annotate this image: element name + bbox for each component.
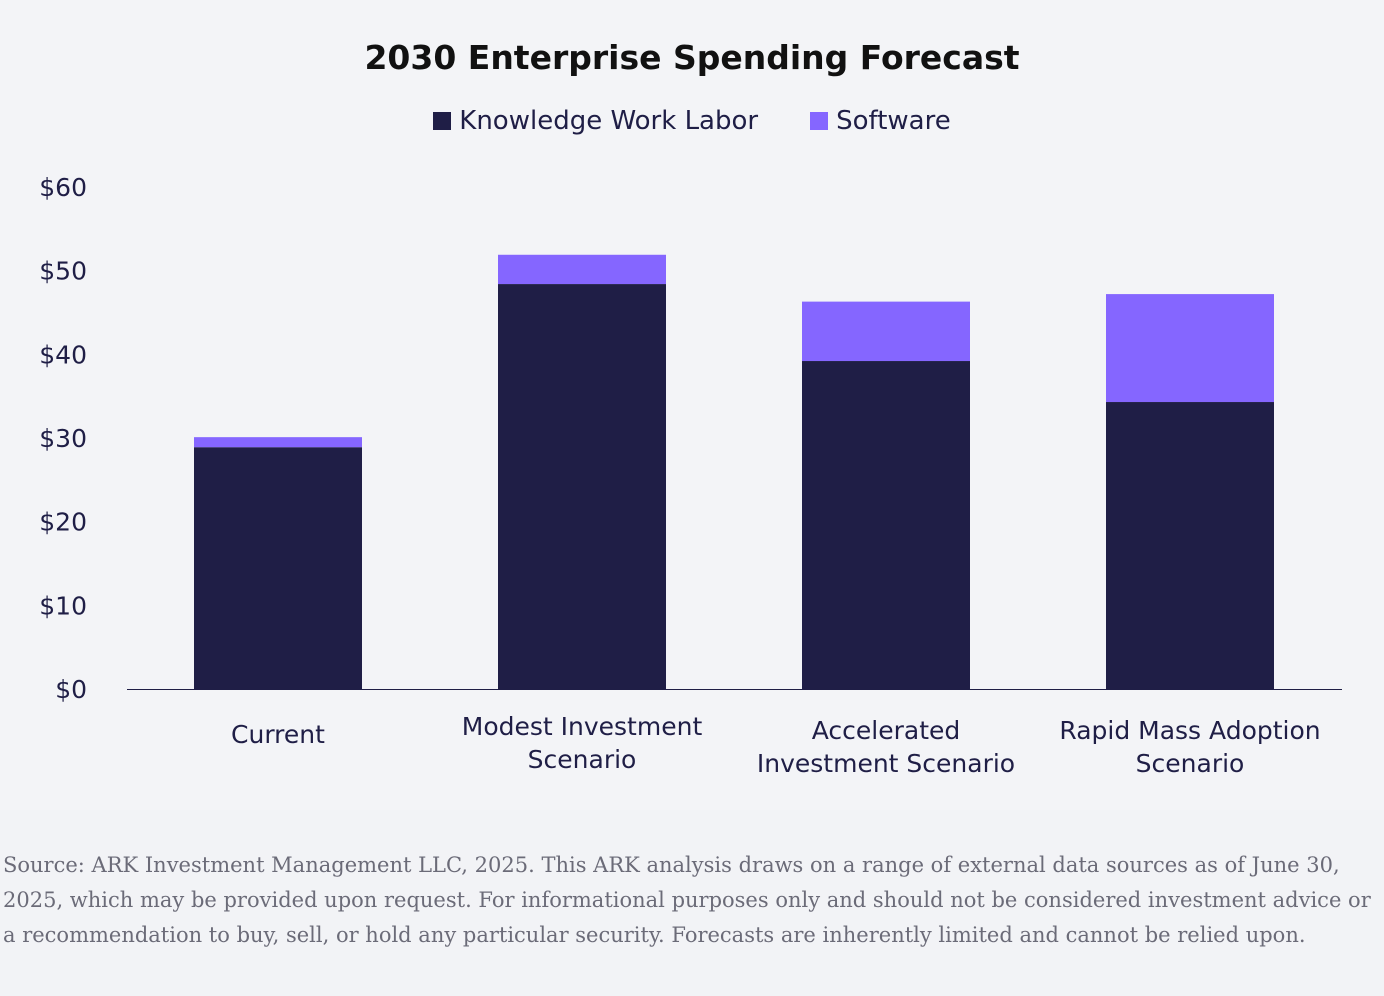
legend-swatch-labor: [433, 112, 452, 130]
bar-labor: [802, 361, 970, 689]
bar-software: [194, 437, 362, 448]
x-tick-label: Accelerated: [812, 716, 961, 745]
chart-panel: 2030 Enterprise Spending Forecast Knowle…: [0, 38, 1384, 778]
x-tick-label: Rapid Mass Adoption: [1059, 716, 1320, 745]
bar-labor: [1106, 402, 1274, 689]
chart-title: 2030 Enterprise Spending Forecast: [364, 38, 1020, 77]
legend-swatch-software: [810, 112, 829, 130]
x-tick-label: Scenario: [528, 745, 637, 774]
legend-label-labor: Knowledge Work Labor: [459, 106, 759, 136]
y-tick-label: $40: [39, 340, 87, 369]
x-tick-label: Current: [231, 720, 325, 749]
legend: Knowledge Work Labor Software: [0, 106, 1384, 136]
bar-software: [1106, 294, 1274, 403]
y-tick-label: $10: [39, 591, 87, 620]
x-tick-label: Modest Investment: [462, 712, 703, 741]
bar-labor: [498, 284, 666, 689]
y-tick-label: $20: [39, 508, 87, 537]
legend-item-software: Software: [810, 106, 951, 136]
x-tick-label: Scenario: [1136, 749, 1245, 778]
source-footnote: Source: ARK Investment Management LLC, 2…: [3, 853, 1371, 947]
bar-software: [802, 301, 970, 362]
legend-label-software: Software: [836, 106, 951, 136]
y-tick-label: $0: [55, 675, 87, 704]
y-tick-label: $60: [39, 173, 87, 202]
bar-software: [498, 254, 666, 285]
plot-area: $0 $10 $20 $30 $40 $50 $60 Current Modest Invest…: [39, 173, 1342, 778]
y-tick-label: $50: [39, 257, 87, 286]
legend-item-labor: Knowledge Work Labor: [433, 106, 758, 136]
x-tick-label: Investment Scenario: [757, 749, 1015, 778]
bar-labor: [194, 447, 362, 689]
y-tick-label: $30: [39, 424, 87, 453]
